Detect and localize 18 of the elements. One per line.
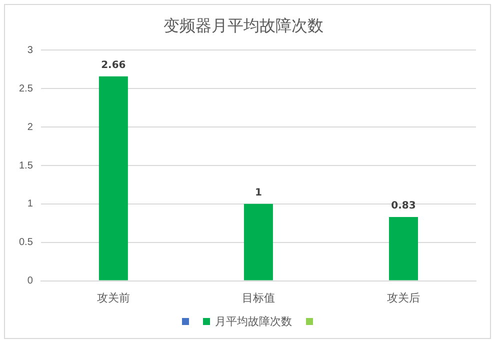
- y-tick-label: 0.5: [18, 237, 34, 248]
- y-tick-label: 0: [27, 276, 34, 287]
- x-tick-label: 攻关前: [96, 291, 130, 304]
- x-tick-label: 攻关后: [386, 291, 420, 304]
- y-tick-label: 2: [27, 122, 34, 133]
- y-tick-label: 1.5: [18, 160, 34, 172]
- chart-title: 变频器月平均故障次数: [164, 16, 324, 35]
- bar: [244, 204, 273, 280]
- legend-label: 月平均故障次数: [215, 314, 292, 328]
- y-tick-label: 3: [27, 44, 34, 56]
- x-tick-label: 目标值: [242, 292, 275, 304]
- bar: [388, 217, 418, 280]
- data-label: 0.83: [391, 200, 416, 212]
- y-tick-label: 2.5: [18, 83, 34, 94]
- bar: [98, 76, 128, 280]
- data-label: 1: [254, 188, 262, 199]
- y-tick-label: 1: [27, 198, 34, 210]
- data-label: 2.66: [101, 60, 126, 71]
